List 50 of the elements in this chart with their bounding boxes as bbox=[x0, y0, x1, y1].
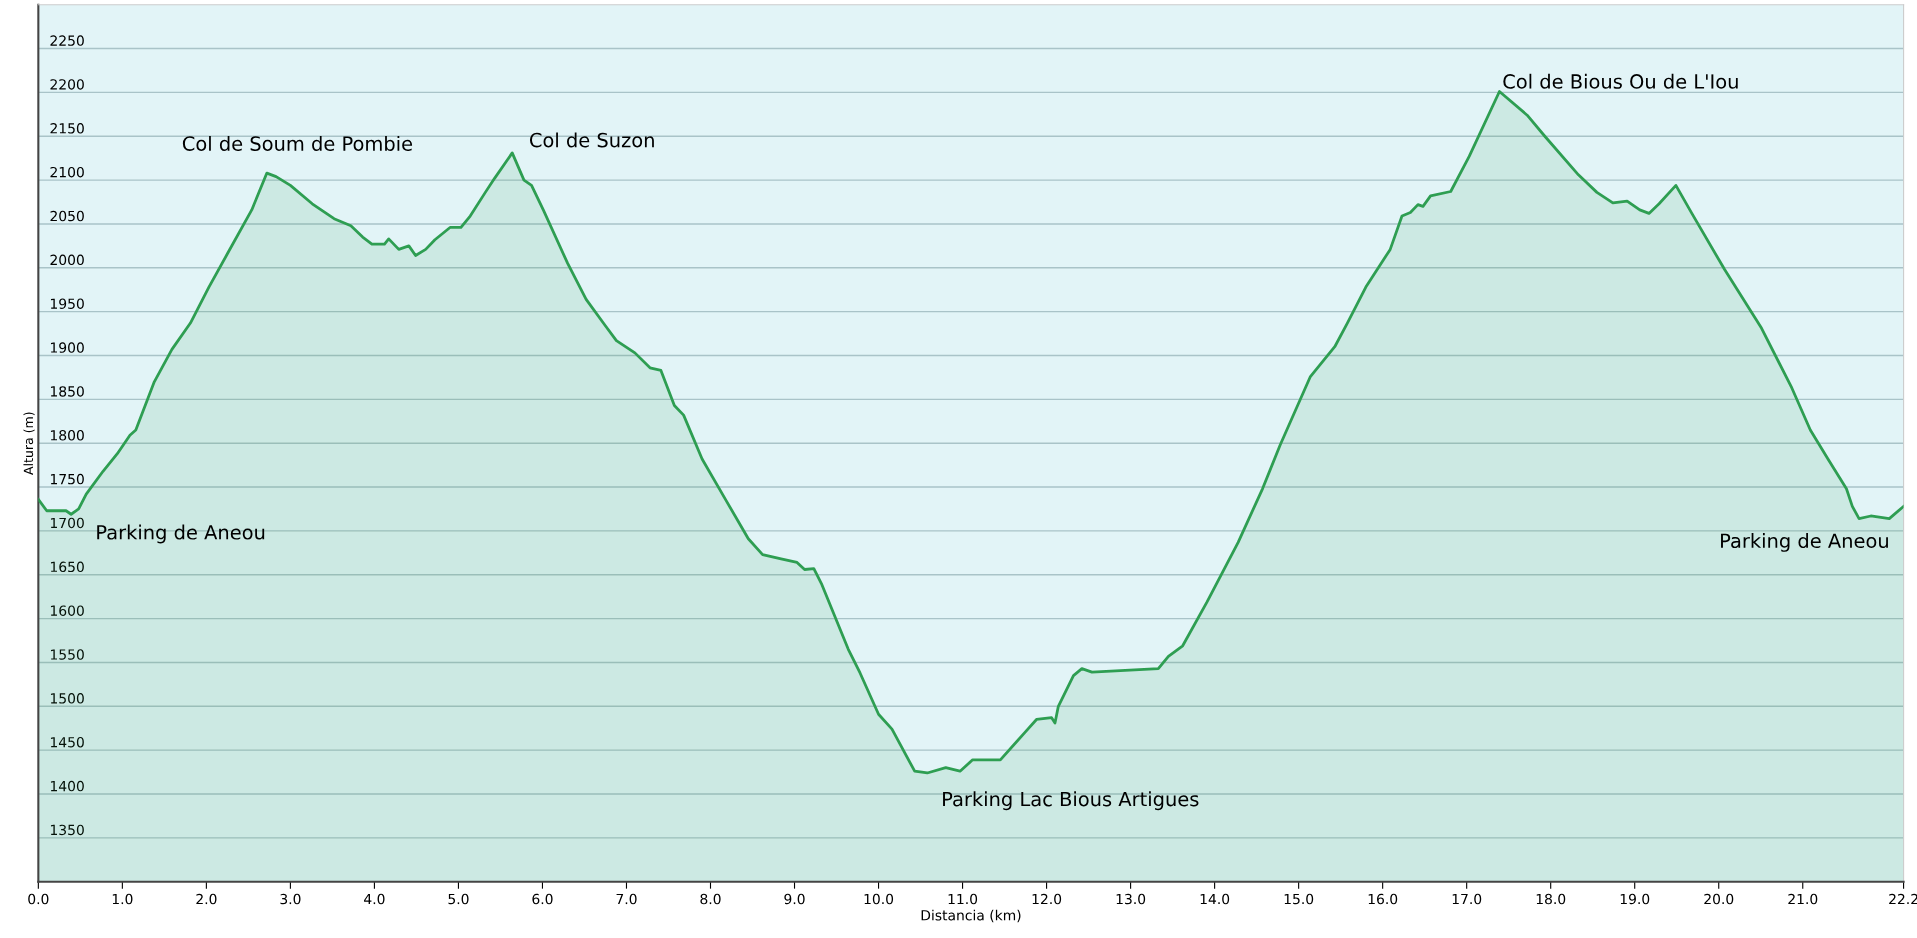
y-tick-label: 1400 bbox=[50, 780, 84, 792]
x-tick-label: 1.0 bbox=[112, 893, 133, 905]
x-tick-label: 5.0 bbox=[448, 893, 469, 905]
x-tick-label: 9.0 bbox=[784, 893, 805, 905]
x-axis-title: Distancia (km) bbox=[921, 909, 1021, 923]
x-tick-label: 22.2 bbox=[1889, 893, 1917, 905]
y-tick-label: 1800 bbox=[50, 430, 84, 441]
x-tick-label: 3.0 bbox=[280, 893, 301, 905]
annotation: Parking Lac Bious Artigues bbox=[943, 791, 1199, 811]
y-tick-label: 2100 bbox=[50, 166, 84, 178]
annotation: Parking de Aneou bbox=[97, 524, 265, 544]
x-tick-label: 16.0 bbox=[1368, 893, 1398, 905]
x-tick-label: 12.0 bbox=[1032, 893, 1062, 905]
y-tick-label: 1900 bbox=[50, 342, 84, 353]
x-tick-label: 20.0 bbox=[1704, 893, 1734, 905]
x-tick-label: 13.0 bbox=[1116, 893, 1146, 905]
annotation: Col de Suzon bbox=[529, 132, 654, 148]
x-tick-label: 0.0 bbox=[28, 893, 49, 905]
x-tick-label: 17.0 bbox=[1452, 893, 1482, 905]
x-tick-label: 11.0 bbox=[948, 893, 978, 905]
y-tick-label: 1500 bbox=[50, 693, 84, 704]
y-tick-label: 2150 bbox=[50, 123, 84, 134]
x-tick-label: 18.0 bbox=[1536, 893, 1566, 905]
y-tick-label: 2050 bbox=[50, 210, 84, 222]
y-tick-label: 1650 bbox=[50, 561, 84, 573]
x-tick-label: 2.0 bbox=[196, 893, 217, 905]
x-tick-label: 15.0 bbox=[1284, 893, 1314, 905]
y-tick-label: 2250 bbox=[50, 35, 84, 46]
annotation: Parking de Aneou bbox=[1721, 533, 1888, 552]
y-tick-label: 1600 bbox=[50, 605, 84, 616]
annotation: Col de Soum de Pombie bbox=[182, 135, 413, 151]
y-tick-label: 2000 bbox=[50, 254, 84, 266]
y-axis-title: Altura (m) bbox=[23, 412, 35, 475]
x-tick-label: 4.0 bbox=[364, 893, 385, 905]
x-tick-label: 19.0 bbox=[1620, 893, 1650, 905]
x-tick-label: 8.0 bbox=[700, 893, 721, 905]
x-tick-label: 21.0 bbox=[1788, 893, 1818, 905]
annotation: Col de Bious Ou de L'Iou bbox=[1503, 73, 1738, 89]
x-tick-label: 14.0 bbox=[1200, 893, 1230, 905]
y-tick-label: 1750 bbox=[50, 473, 84, 485]
y-tick-label: 1350 bbox=[50, 824, 84, 836]
y-tick-label: 1700 bbox=[50, 517, 84, 529]
x-tick-label: 10.0 bbox=[864, 893, 894, 905]
x-tick-label: 7.0 bbox=[616, 893, 637, 905]
y-tick-label: 1850 bbox=[50, 386, 84, 397]
y-tick-label: 1450 bbox=[50, 736, 84, 748]
y-tick-label: 1550 bbox=[50, 649, 84, 660]
y-tick-label: 2200 bbox=[50, 79, 84, 90]
x-tick-label: 6.0 bbox=[532, 893, 553, 905]
y-tick-label: 1950 bbox=[50, 298, 84, 309]
